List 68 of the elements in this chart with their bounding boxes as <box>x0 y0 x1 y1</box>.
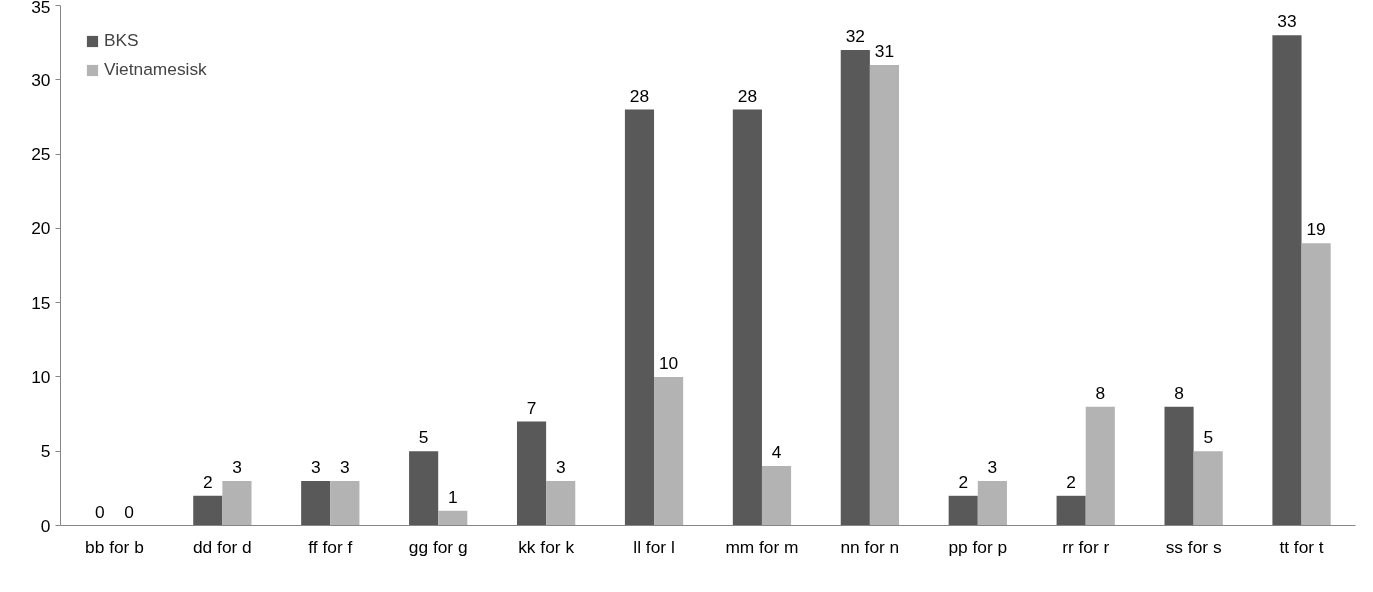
bar <box>193 495 223 526</box>
y-tick-label: 20 <box>31 218 51 239</box>
y-tick-label: 35 <box>31 0 51 17</box>
data-label: 3 <box>232 456 242 477</box>
bar <box>330 480 360 526</box>
data-label: 3 <box>555 456 566 477</box>
data-label: 28 <box>629 85 650 106</box>
bar <box>222 480 252 526</box>
bar <box>948 495 978 526</box>
data-label: 2 <box>1066 471 1076 492</box>
x-tick-label: mm for m <box>725 536 799 557</box>
data-label: 3 <box>310 456 321 477</box>
data-label: 1 <box>447 486 458 507</box>
data-label: 3 <box>340 456 350 477</box>
y-tick-label: 15 <box>31 292 51 313</box>
data-label: 8 <box>1095 382 1106 403</box>
x-tick-label: ss for s <box>1165 536 1222 557</box>
x-tick-label: nn for n <box>840 536 900 557</box>
data-label: 5 <box>1203 427 1214 448</box>
y-tick-label: 30 <box>31 69 51 90</box>
x-tick-label: bb for b <box>85 536 144 557</box>
data-label: 31 <box>874 40 895 61</box>
x-tick-label: dd for d <box>192 536 252 557</box>
bar <box>761 466 792 526</box>
bar <box>624 109 655 526</box>
data-label: 5 <box>418 427 429 448</box>
bar <box>546 480 576 526</box>
data-label: 8 <box>1174 382 1184 403</box>
data-label: 0 <box>124 501 134 522</box>
x-tick-label: ll for l <box>633 536 675 557</box>
legend-label: BKS <box>104 30 139 51</box>
y-tick-label: 5 <box>40 441 51 462</box>
data-label: 10 <box>658 352 679 373</box>
data-label: 2 <box>202 471 213 492</box>
bar <box>516 421 547 526</box>
data-label: 0 <box>95 501 105 522</box>
data-label: 19 <box>1306 219 1326 240</box>
bar <box>1164 406 1194 526</box>
bar <box>301 480 331 526</box>
data-label: 2 <box>958 471 969 492</box>
data-label: 28 <box>737 85 758 106</box>
data-label: 4 <box>771 442 782 463</box>
bar <box>1056 495 1086 526</box>
data-label: 7 <box>526 397 537 418</box>
bar <box>409 451 439 526</box>
x-tick-label: gg for g <box>408 536 468 557</box>
legend-label: Vietnamesisk <box>104 59 207 80</box>
bar <box>840 50 870 526</box>
x-tick-label: ff for f <box>308 536 353 557</box>
data-label: 3 <box>987 456 998 477</box>
bar <box>1272 35 1302 526</box>
bar <box>1193 451 1223 526</box>
x-tick-label: kk for k <box>518 536 575 557</box>
y-tick-label: 25 <box>31 144 51 165</box>
bar <box>869 64 900 526</box>
y-tick-label: 0 <box>40 515 51 536</box>
data-label: 33 <box>1277 11 1297 32</box>
bar <box>977 480 1007 526</box>
bar <box>654 376 684 526</box>
x-tick-label: rr for r <box>1062 536 1110 557</box>
bar <box>1301 243 1331 526</box>
x-tick-label: pp for p <box>948 536 1008 557</box>
bar <box>732 109 762 526</box>
x-tick-label: tt for t <box>1279 536 1324 557</box>
bar <box>1085 406 1115 526</box>
y-tick-label: 10 <box>31 366 51 387</box>
data-label: 32 <box>845 26 865 47</box>
bar <box>438 510 468 526</box>
